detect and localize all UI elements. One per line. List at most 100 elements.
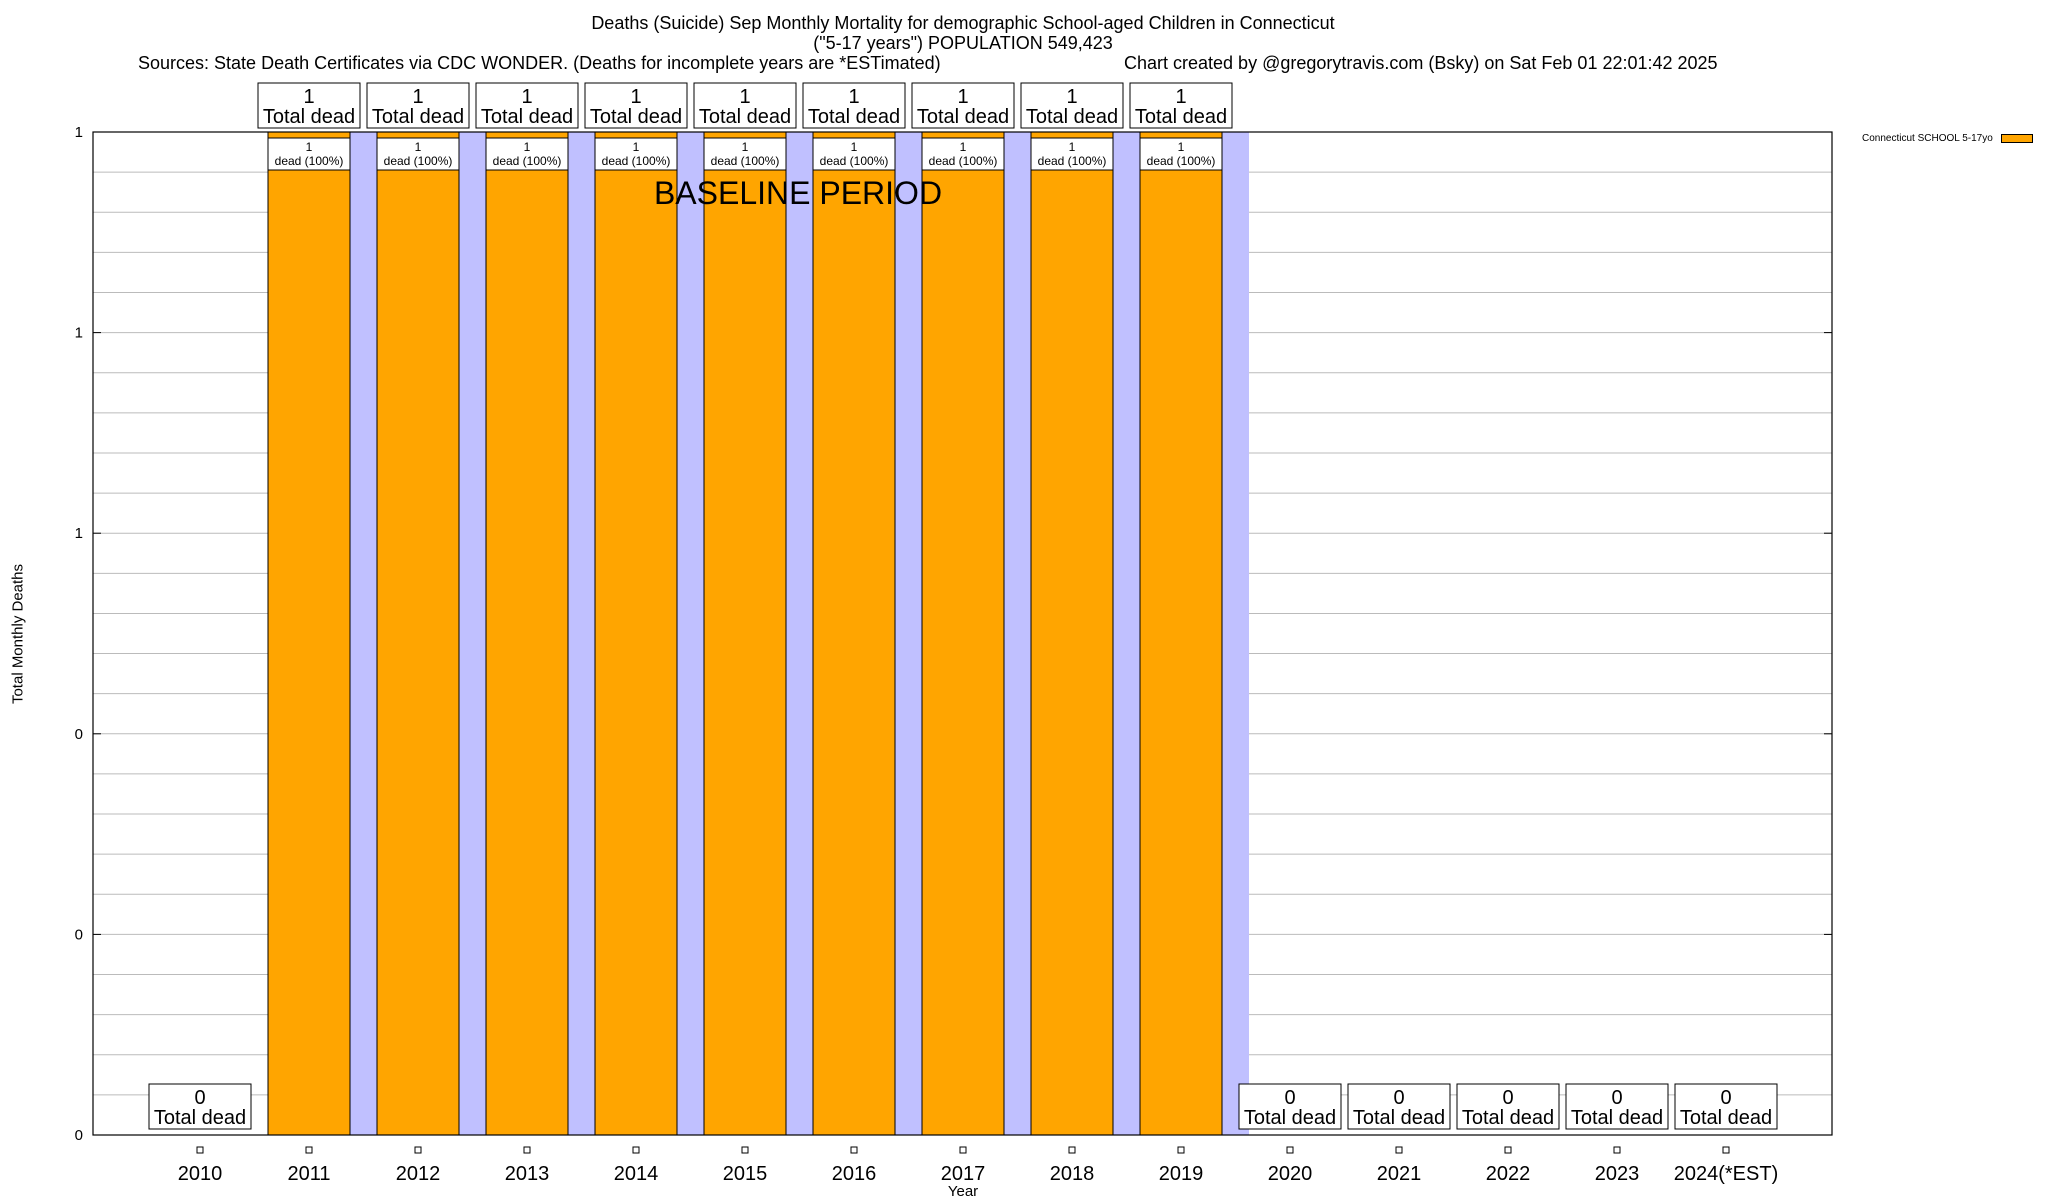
x-tick-label: 2012 [396,1163,441,1185]
x-tick-label: 2023 [1595,1163,1640,1185]
baseline-band [677,132,704,1135]
legend-swatch [2000,133,2033,143]
bar-data-label-value: 1 [633,140,640,154]
x-tick-label: 2015 [723,1163,768,1185]
total-label-value: 0 [1611,1087,1622,1109]
x-tick-label: 2024(*EST) [1674,1163,1779,1185]
bar-data-label-box [921,137,1005,171]
x-tick-label: 2020 [1268,1163,1313,1185]
chart-subtitle: ("5-17 years") POPULATION 549,423 [813,33,1113,53]
x-tick-label: 2011 [287,1163,330,1185]
total-label-text: Total dead [808,106,900,128]
total-label-box [366,82,470,129]
total-label-value: 1 [1066,86,1077,108]
total-label-value: 1 [412,86,423,108]
bar-data-label-box [485,137,569,171]
bar-data-label-text: dead (100%) [602,154,671,168]
x-axis-label: Year [947,1183,979,1200]
total-label-box [1565,1083,1669,1130]
total-label-value: 1 [848,86,859,108]
baseline-band [1222,132,1249,1135]
bar-data-label-text: dead (100%) [384,154,453,168]
total-label-box [1456,1083,1560,1130]
x-tick-marker [1613,1146,1621,1154]
total-label-value: 1 [739,86,750,108]
x-tick-marker [414,1146,422,1154]
x-tick-marker [1068,1146,1076,1154]
y-tick-label: 0 [75,1127,83,1144]
x-tick-label: 2021 [1377,1163,1422,1185]
baseline-band [895,132,922,1135]
bar-data-label-text: dead (100%) [820,154,889,168]
bar-data-label-text: dead (100%) [1038,154,1107,168]
bar-data-label-value: 1 [851,140,858,154]
x-tick-marker [1395,1146,1403,1154]
bar-data-label-value: 1 [524,140,531,154]
total-label-box [584,82,688,129]
chart-header: Deaths (Suicide) Sep Monthly Mortality f… [0,0,2048,80]
total-label-value: 0 [1502,1087,1513,1109]
total-label-value: 0 [1284,1087,1295,1109]
chart-title: Deaths (Suicide) Sep Monthly Mortality f… [591,13,1335,33]
x-tick-marker [523,1146,531,1154]
baseline-band [1004,132,1031,1135]
chart-credit: Chart created by @gregorytravis.com (Bsk… [1124,53,1718,73]
bar [1139,131,1223,1136]
baseline-band [1113,132,1140,1135]
bar [594,131,678,1136]
total-label-box [802,82,906,129]
x-tick-marker [1286,1146,1294,1154]
total-label-value: 0 [1720,1087,1731,1109]
total-label-value: 1 [1175,86,1186,108]
total-label-text: Total dead [263,106,355,128]
total-label-box [1238,1083,1342,1130]
x-tick-label: 2017 [941,1163,986,1185]
total-label-box [1129,82,1233,129]
x-tick-marker [196,1146,204,1154]
total-label-value: 1 [630,86,641,108]
x-tick-label: 2010 [178,1163,223,1185]
bar-data-label-text: dead (100%) [493,154,562,168]
total-label-box [911,82,1015,129]
x-tick-label: 2018 [1050,1163,1095,1185]
total-label-text: Total dead [1244,1107,1336,1129]
bar-data-label-box [812,137,896,171]
chart-sources: Sources: State Death Certificates via CD… [138,53,941,73]
bar [703,131,787,1136]
baseline-band [459,132,486,1135]
bar-data-label-box [1030,137,1114,171]
bar-data-label-text: dead (100%) [1147,154,1216,168]
x-tick-marker [959,1146,967,1154]
chart-legend: Connecticut SCHOOL 5-17yo [1862,131,2033,145]
bar-data-label-value: 1 [306,140,313,154]
baseline-band [786,132,813,1135]
total-label-box [693,82,797,129]
x-tick-marker [1177,1146,1185,1154]
x-tick-label: 2019 [1159,1163,1204,1185]
total-label-text: Total dead [1353,1107,1445,1129]
baseline-band [568,132,595,1135]
total-label-text: Total dead [1462,1107,1554,1129]
bar-data-label-box [1139,137,1223,171]
total-label-box [1674,1083,1778,1130]
bar-data-label-value: 1 [415,140,422,154]
bar-data-label-value: 1 [742,140,749,154]
total-label-value: 1 [521,86,532,108]
bar [921,131,1005,1136]
x-tick-marker [850,1146,858,1154]
plot-frame [92,131,1833,1136]
bar-data-label-value: 1 [1069,140,1076,154]
bar-data-label-box [267,137,351,171]
bar-data-label-box [703,137,787,171]
x-tick-marker [741,1146,749,1154]
bar-data-label-text: dead (100%) [711,154,780,168]
bar [267,131,351,1136]
x-tick-label: 2013 [505,1163,550,1185]
total-label-text: Total dead [1571,1107,1663,1129]
bar-data-label-box [594,137,678,171]
bar [1030,131,1114,1136]
bar-data-label-box [376,137,460,171]
y-axis-label: Total Monthly Deaths [9,563,27,705]
bar-data-label-text: dead (100%) [929,154,998,168]
x-tick-marker [305,1146,313,1154]
